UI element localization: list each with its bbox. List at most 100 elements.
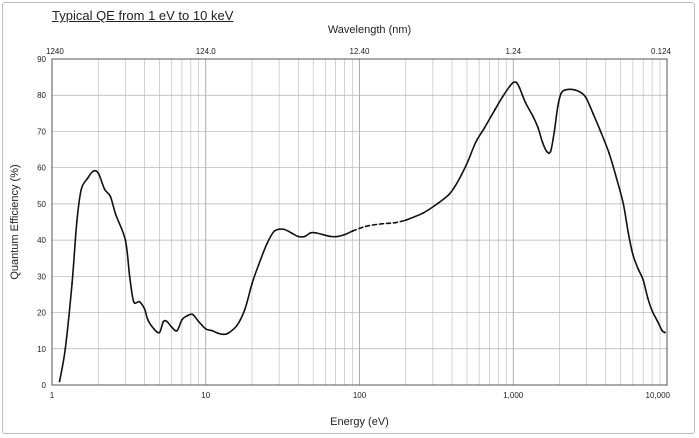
data-point	[599, 130, 602, 133]
data-point	[560, 92, 563, 95]
data-point	[656, 320, 659, 323]
data-point	[322, 233, 325, 236]
data-point	[158, 331, 161, 334]
data-point	[447, 193, 450, 196]
data-point	[573, 88, 576, 91]
data-point	[109, 195, 112, 198]
data-point	[460, 174, 463, 176]
data-point	[309, 231, 312, 234]
tick-labels: 0 10 20 30 40 50 60 70 80 90 1 10 100 1,000 10,000 1240…	[37, 47, 671, 400]
data-point	[80, 188, 83, 191]
data-point	[166, 320, 168, 323]
y-tick-label: 60	[37, 164, 46, 173]
data-point	[343, 233, 346, 236]
data-point	[381, 222, 383, 225]
chart-title: Typical QE from 1 eV to 10 keV	[52, 8, 234, 23]
data-point	[75, 221, 78, 223]
data-point	[404, 219, 407, 222]
data-point	[524, 101, 527, 104]
data-point	[436, 202, 439, 205]
x-tick-label: 1	[50, 391, 55, 400]
y-axis-label: Quantum Efficiency (%)	[9, 164, 21, 279]
x-tick-label: 10,000	[646, 391, 671, 400]
data-point	[191, 313, 194, 316]
data-point	[553, 130, 556, 133]
data-point	[454, 184, 457, 187]
data-point	[483, 126, 486, 129]
data-point	[103, 188, 106, 191]
data-point	[244, 308, 246, 310]
data-point	[124, 239, 127, 242]
qe-curve	[58, 81, 666, 383]
data-point	[58, 380, 61, 383]
data-point	[545, 150, 548, 153]
data-point	[197, 320, 200, 323]
x-axis-label: Energy (eV)	[330, 416, 389, 428]
y-tick-label: 30	[37, 272, 46, 281]
y-tick-label: 70	[37, 127, 46, 136]
data-point	[661, 329, 664, 332]
data-point	[86, 177, 89, 180]
data-point	[608, 152, 610, 155]
data-point	[592, 112, 594, 115]
data-point	[297, 235, 300, 238]
data-point	[282, 228, 285, 231]
data-point	[537, 126, 539, 129]
data-point	[515, 81, 518, 84]
data-point	[138, 300, 141, 303]
data-point	[627, 231, 630, 234]
y-tick-label: 90	[37, 55, 46, 64]
y-tick-label: 40	[37, 236, 46, 245]
data-point	[642, 279, 645, 281]
data-point	[290, 231, 293, 234]
data-point	[494, 108, 496, 111]
data-point	[222, 333, 225, 336]
data-point	[581, 92, 583, 95]
data-point	[532, 116, 535, 118]
x2-tick-label: 0.124	[651, 47, 672, 56]
data-point	[170, 326, 173, 328]
qe-line-dashed	[351, 219, 407, 232]
data-point	[143, 308, 146, 310]
data-point	[257, 264, 260, 267]
data-point	[501, 96, 504, 98]
data-point	[467, 159, 470, 162]
x2-axis-label: Wavelength (nm)	[328, 24, 411, 36]
data-point	[162, 320, 165, 323]
data-point	[394, 221, 396, 224]
data-point	[114, 213, 117, 216]
data-point	[251, 282, 253, 285]
y-tick-label: 50	[37, 200, 46, 209]
x2-tick-label: 124.0	[196, 47, 217, 56]
x-tick-label: 1,000	[503, 391, 524, 400]
data-point	[266, 242, 268, 245]
data-point	[664, 331, 666, 334]
data-point	[364, 225, 367, 228]
y-tick-label: 80	[37, 91, 46, 100]
data-point	[556, 105, 559, 107]
data-point	[564, 88, 567, 91]
data-point	[204, 327, 207, 330]
data-point	[518, 87, 521, 89]
data-point	[622, 202, 625, 205]
data-point	[92, 170, 94, 173]
data-point	[128, 275, 131, 278]
data-point	[329, 235, 332, 238]
y-tick-label: 10	[37, 345, 46, 354]
data-point	[176, 329, 178, 332]
data-point	[146, 318, 149, 321]
data-point	[185, 315, 188, 318]
data-point	[585, 97, 588, 100]
data-point	[181, 318, 183, 321]
x2-tick-label: 1.24	[505, 47, 521, 56]
data-point	[541, 141, 544, 144]
data-point	[615, 177, 618, 180]
data-point	[227, 332, 230, 335]
data-point	[71, 282, 73, 285]
data-point	[64, 347, 67, 350]
data-point	[422, 212, 425, 214]
x2-tick-label: 1240	[46, 47, 64, 56]
data-point	[637, 268, 640, 270]
x2-tick-label: 12.40	[349, 47, 370, 56]
